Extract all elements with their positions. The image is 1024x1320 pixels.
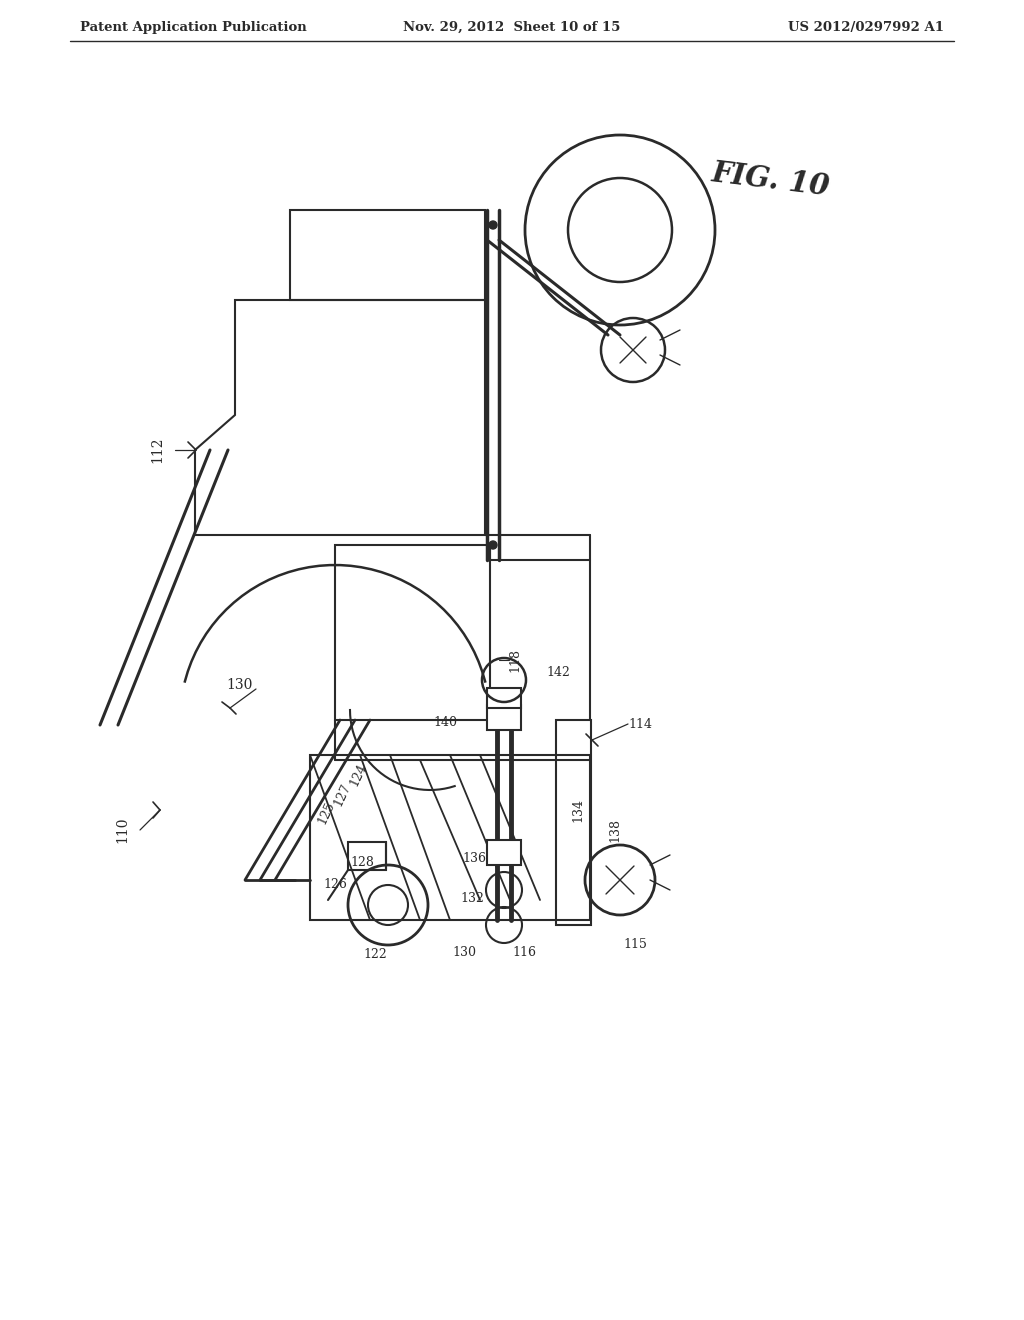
Bar (310, 755, 590, 920)
Bar (487, 840, 521, 865)
Text: 136: 136 (462, 851, 486, 865)
Text: 140: 140 (433, 715, 457, 729)
Bar (556, 719, 591, 925)
Circle shape (489, 541, 497, 549)
Text: 116: 116 (512, 945, 536, 958)
Text: 118: 118 (509, 648, 521, 672)
Text: Patent Application Publication: Patent Application Publication (80, 21, 307, 33)
Text: 130: 130 (226, 678, 253, 692)
Text: 134: 134 (571, 799, 585, 822)
Bar (348, 842, 386, 870)
Text: Nov. 29, 2012  Sheet 10 of 15: Nov. 29, 2012 Sheet 10 of 15 (403, 21, 621, 33)
Text: 130: 130 (452, 945, 476, 958)
Text: US 2012/0297992 A1: US 2012/0297992 A1 (788, 21, 944, 33)
Bar (487, 688, 521, 708)
Text: 114: 114 (628, 718, 652, 730)
Text: 126: 126 (323, 878, 347, 891)
Text: 125: 125 (315, 800, 337, 826)
Bar (487, 705, 521, 730)
Text: 127: 127 (331, 781, 353, 809)
Text: 138: 138 (608, 818, 622, 842)
Text: 132: 132 (460, 891, 484, 904)
Text: 124: 124 (347, 762, 369, 788)
Text: 128: 128 (350, 855, 374, 869)
Text: 142: 142 (546, 665, 570, 678)
Circle shape (489, 220, 497, 228)
Text: 112: 112 (150, 437, 164, 463)
Text: 122: 122 (364, 949, 387, 961)
Text: 110: 110 (115, 817, 129, 843)
Bar (335, 545, 490, 719)
Text: 115: 115 (623, 939, 647, 952)
Text: FIG. 10: FIG. 10 (710, 158, 831, 202)
